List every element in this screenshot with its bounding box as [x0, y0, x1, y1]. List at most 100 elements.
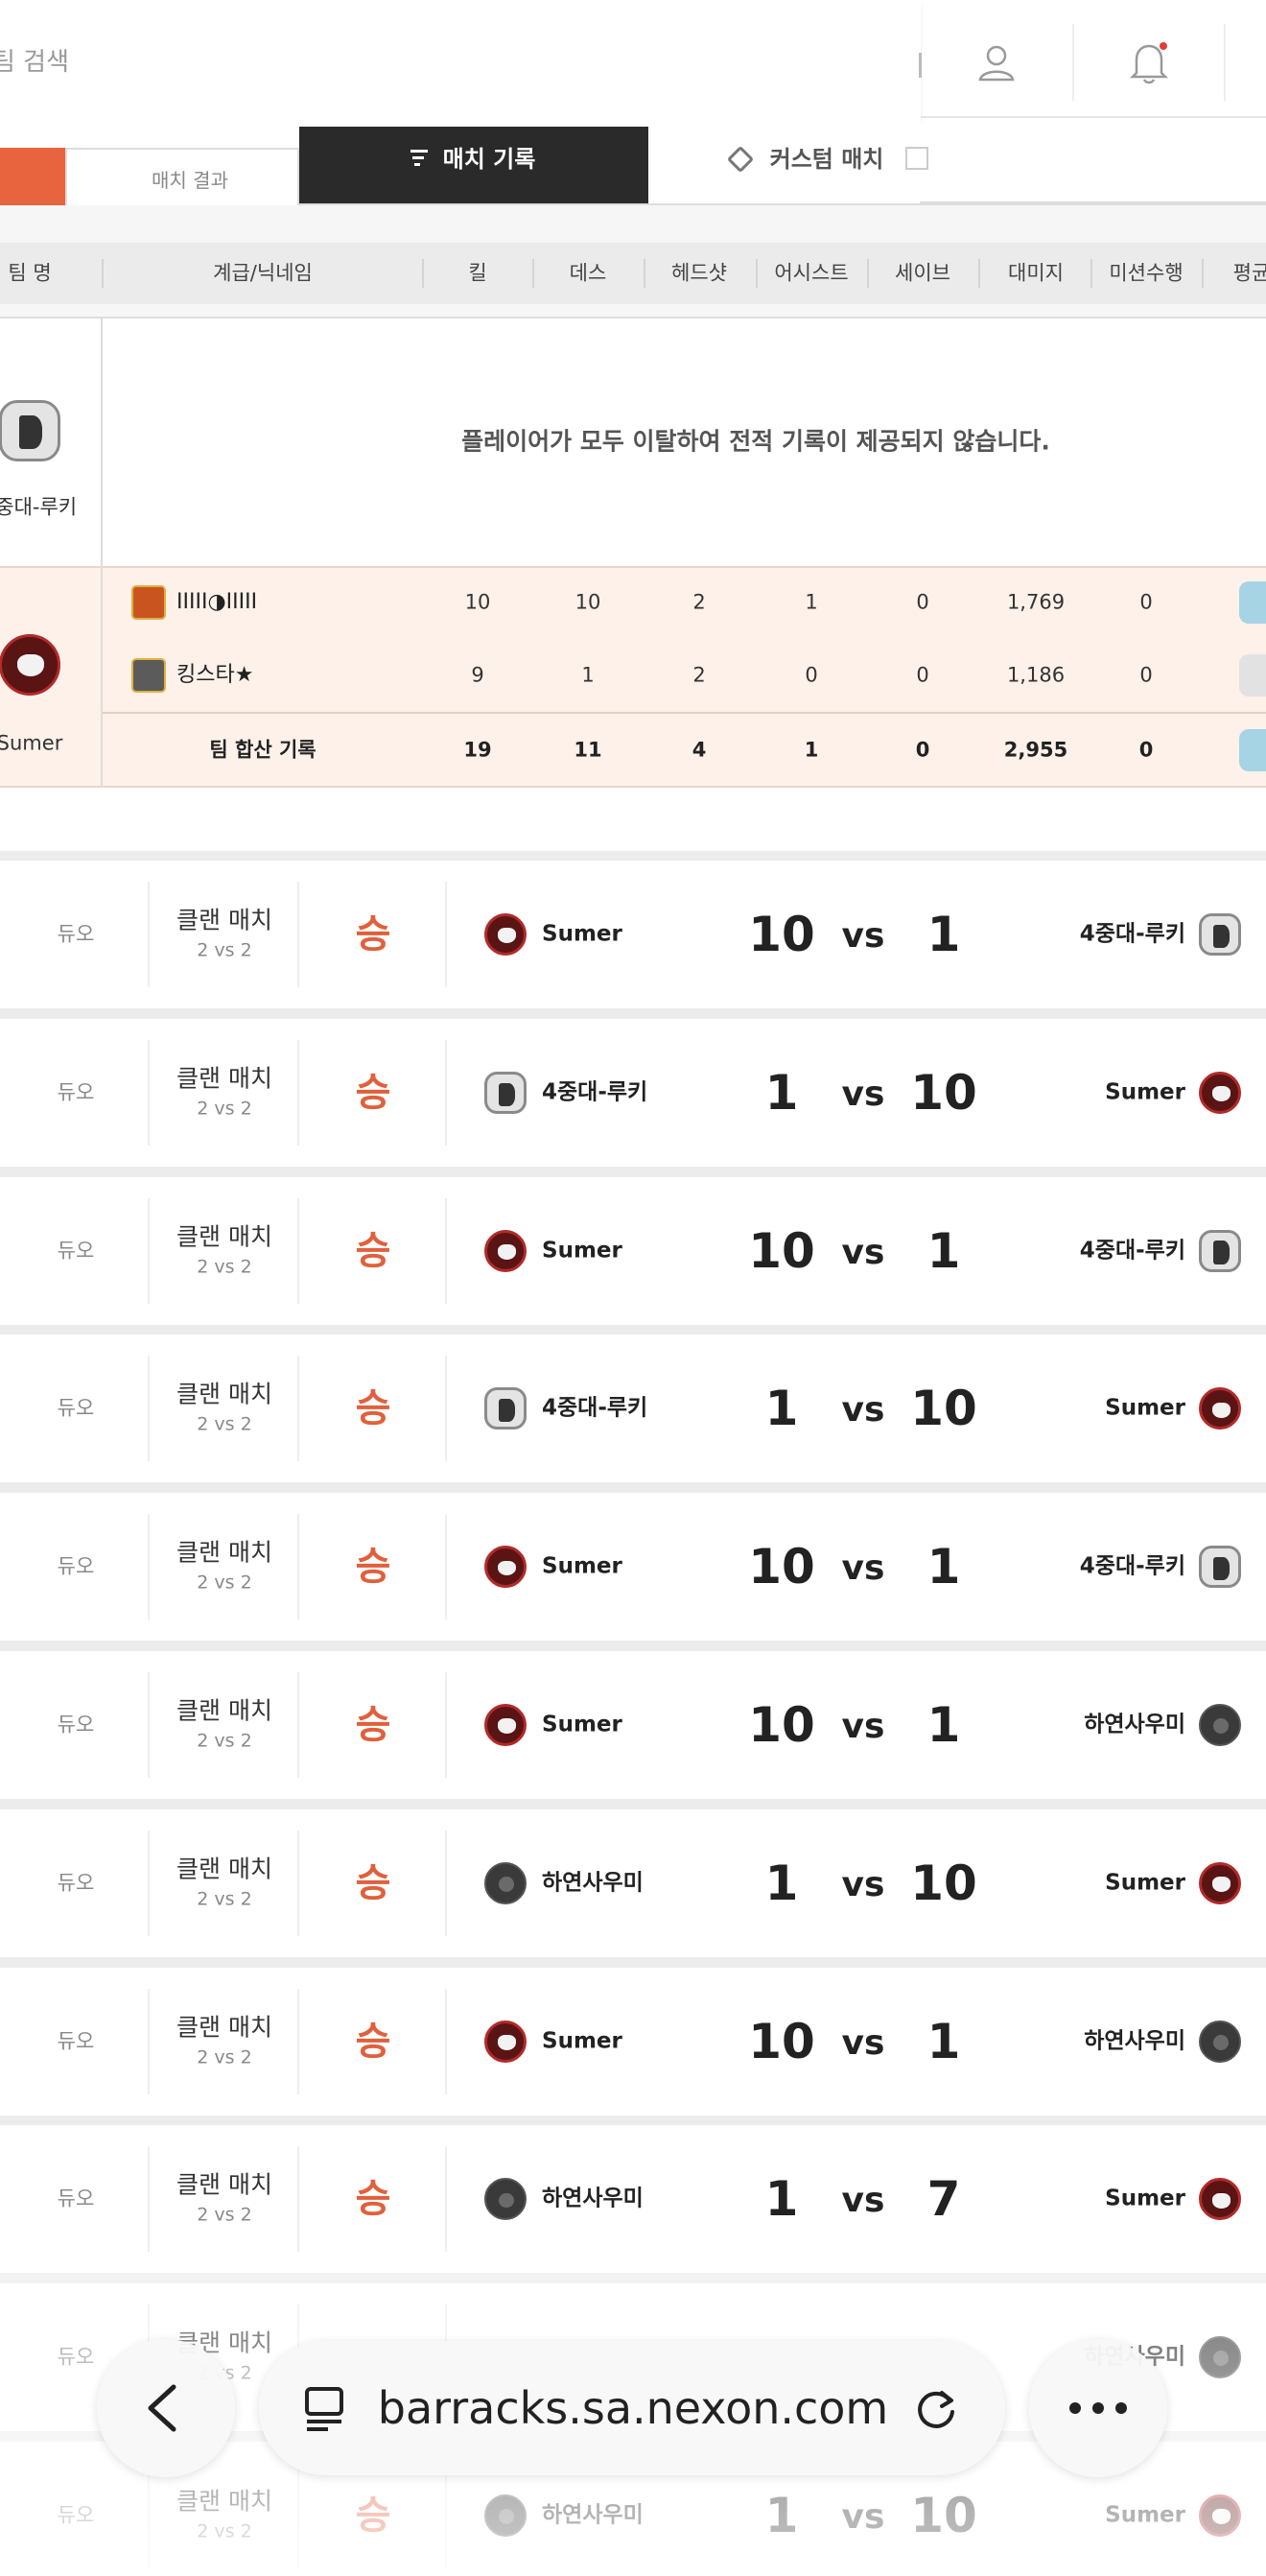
cell-divider	[445, 1356, 447, 1462]
stat-value: 0	[1139, 590, 1153, 614]
team-logo	[484, 2020, 527, 2063]
page-icon[interactable]	[299, 2383, 349, 2433]
more-button[interactable]	[1029, 2339, 1167, 2477]
column-divider	[867, 259, 869, 288]
logo-mark	[1212, 1086, 1231, 1101]
search-placeholder: 팀 검색	[0, 48, 70, 77]
match-row[interactable]: 듀오 클랜 매치 2 vs 2 승 4중대-루키 1 vs 10 Sumer	[0, 1018, 1266, 1167]
score-b: 1	[926, 1697, 961, 1753]
back-button[interactable]	[97, 2339, 235, 2477]
column-header: 계급/닉네임	[213, 261, 313, 285]
team-a-name: Sumer	[542, 2028, 622, 2054]
score-b: 1	[926, 2013, 961, 2069]
team-logo	[1199, 2178, 1241, 2221]
versus: vs	[841, 1074, 885, 1114]
team-logo	[0, 634, 60, 696]
cell-divider	[445, 1514, 447, 1620]
logo-mark	[499, 2192, 515, 2209]
total-value: 4	[692, 738, 707, 762]
match-result: 승	[355, 1703, 391, 1747]
cell-divider	[297, 1514, 299, 1620]
versus: vs	[841, 2022, 885, 2063]
cell-divider	[297, 2146, 299, 2253]
match-row[interactable]: 듀오 클랜 매치 2 vs 2 승 Sumer 10 vs 1 하연사우미	[0, 1967, 1266, 2115]
match-mode: 듀오	[57, 1239, 95, 1263]
match-type: 클랜 매치	[176, 1538, 272, 1567]
match-result: 승	[355, 2177, 391, 2222]
logo-mark	[17, 653, 45, 676]
logo-mark	[498, 2034, 517, 2050]
team-name: 4중대-루키	[0, 495, 78, 519]
match-row[interactable]: 듀오 클랜 매치 2 vs 2 승 Sumer 10 vs 1 4중대-루키	[0, 861, 1266, 1008]
match-row[interactable]: 듀오 클랜 매치 2 vs 2 승 하연사우미 1 vs 7 Sumer	[0, 2125, 1266, 2274]
match-type: 클랜 매치	[176, 1696, 272, 1725]
cell-divider	[445, 2146, 447, 2253]
match-mode: 듀오	[57, 922, 95, 946]
rank-icon	[131, 658, 166, 693]
team-a-name: 하연사우미	[542, 2186, 644, 2211]
stat-value: 2	[692, 590, 706, 614]
versus: vs	[841, 1864, 885, 1904]
logo-mark	[1213, 1718, 1230, 1735]
tab-label[interactable]: 커스텀 매치	[769, 146, 884, 173]
column-header: 미션수행	[1109, 261, 1184, 285]
team-logo	[484, 2178, 527, 2221]
stat-value: 1	[805, 590, 818, 614]
rank-icon	[131, 585, 166, 620]
column-header: 어시스트	[774, 261, 849, 285]
team-a-name: 하연사우미	[542, 1870, 644, 1896]
stat-value: 0	[1139, 663, 1153, 687]
cell-divider	[148, 1988, 150, 2094]
tab[interactable]	[65, 148, 299, 207]
match-format: 2 vs 2	[197, 939, 252, 961]
score-a: 1	[764, 1381, 799, 1437]
team-b-name: 4중대-루키	[1079, 1553, 1185, 1579]
tab-label[interactable]: 매치 기록	[442, 146, 536, 173]
notification-icon[interactable]	[1128, 40, 1170, 84]
match-mode: 듀오	[57, 2029, 95, 2053]
team-logo	[1199, 1229, 1241, 1272]
team-logo	[484, 1546, 527, 1589]
column-header: 킬	[468, 261, 487, 285]
match-row[interactable]: 듀오 클랜 매치 2 vs 2 승 하연사우미 1 vs 10 Sumer	[0, 1808, 1266, 1957]
match-row[interactable]: 듀오 클랜 매치 2 vs 2 승 4중대-루키 1 vs 10 Sumer	[0, 1335, 1266, 1483]
score-b: 10	[910, 1064, 977, 1121]
cell-divider	[148, 1197, 150, 1304]
total-value: 1	[804, 738, 819, 762]
match-result: 승	[355, 2019, 391, 2064]
divider	[1072, 24, 1074, 101]
profile-icon[interactable]	[975, 41, 1018, 83]
reload-icon[interactable]	[911, 2383, 961, 2433]
match-format: 2 vs 2	[197, 1730, 252, 1752]
match-row[interactable]: 듀오 클랜 매치 2 vs 2 승 Sumer 10 vs 1 4중대-루키	[0, 1493, 1266, 1642]
column-header: 대미지	[1008, 261, 1064, 285]
logo-mark	[498, 1718, 517, 1735]
tab-active[interactable]	[299, 127, 648, 203]
total-value: 0	[1138, 738, 1154, 762]
search-box[interactable]	[0, 0, 921, 123]
cell-divider	[445, 1197, 447, 1304]
logo-mark	[18, 414, 43, 449]
back-icon	[148, 2384, 176, 2432]
stat-value: 9	[471, 663, 484, 687]
match-result: 승	[355, 1228, 391, 1273]
match-type: 클랜 매치	[176, 1064, 272, 1093]
tab[interactable]	[648, 127, 920, 203]
match-result: 승	[355, 1860, 391, 1905]
cell-divider	[445, 1672, 447, 1778]
tab-label[interactable]: 매치 결과	[152, 169, 228, 192]
tab-icon	[410, 150, 428, 153]
cell-divider	[445, 1988, 447, 2094]
cell-divider	[297, 1988, 299, 2094]
match-mode: 듀오	[57, 1396, 95, 1420]
url-bar[interactable]: barracks.sa.nexon.com	[259, 2341, 1005, 2475]
score-a: 10	[748, 907, 815, 962]
column-divider	[978, 259, 980, 288]
team-b-name: Sumer	[1105, 1870, 1185, 1896]
match-row[interactable]: 듀오 클랜 매치 2 vs 2 승 Sumer 10 vs 1 4중대-루키	[0, 1176, 1266, 1325]
match-format: 2 vs 2	[197, 1098, 252, 1120]
match-format: 2 vs 2	[197, 2046, 252, 2068]
stat-value: 10	[464, 590, 491, 614]
match-row[interactable]: 듀오 클랜 매치 2 vs 2 승 Sumer 10 vs 1 하연사우미	[0, 1651, 1266, 1799]
cell-divider	[148, 1830, 150, 1936]
